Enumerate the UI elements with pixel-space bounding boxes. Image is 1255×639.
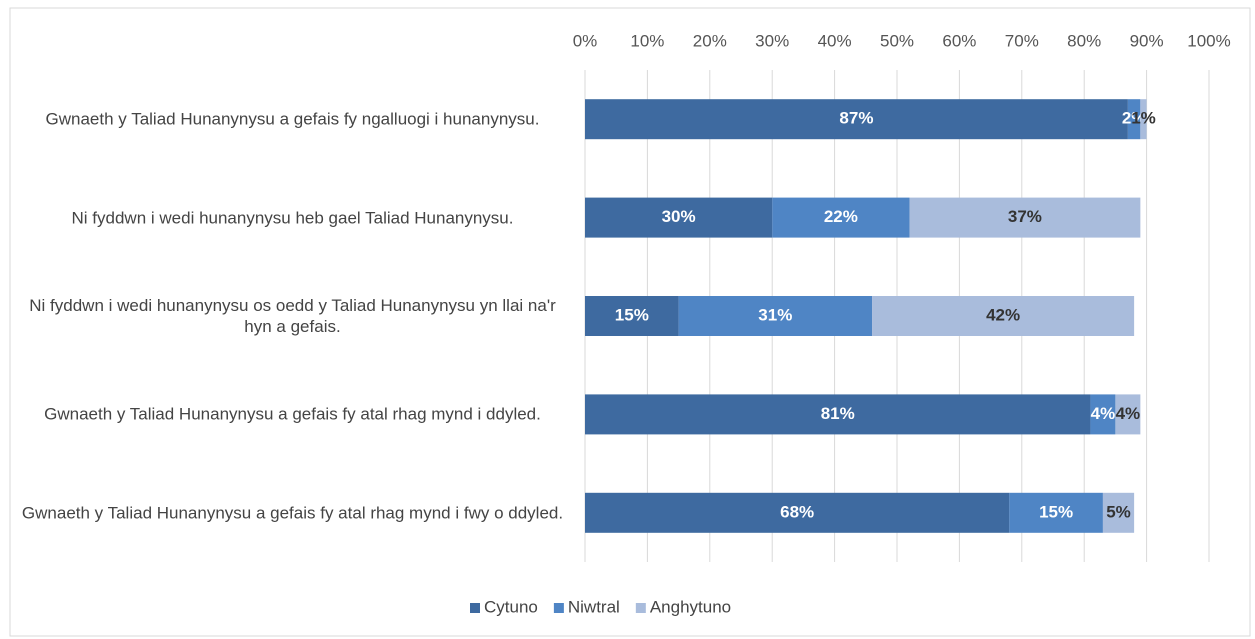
bar-segment: [872, 296, 1135, 336]
bar-segment: [1102, 492, 1135, 533]
value-label: 22%: [824, 207, 858, 226]
category-label: Gwnaeth y Taliad Hunanynysu a gefais fy …: [21, 503, 564, 523]
bar-segment: [585, 99, 1128, 140]
x-tick-label: 0%: [573, 31, 598, 50]
legend-label: Cytuno: [484, 597, 538, 616]
value-label: 30%: [662, 207, 696, 226]
value-label: 1%: [1131, 109, 1156, 128]
bar-segment: [585, 394, 1091, 435]
value-label: 2%: [1122, 109, 1147, 128]
x-tick-label: 70%: [1005, 31, 1039, 50]
legend-label: Niwtral: [568, 597, 620, 616]
value-label: 15%: [615, 305, 649, 324]
category-label: Ni fyddwn i wedi hunanynysu os oedd y Ta…: [29, 296, 556, 336]
value-label: 37%: [1008, 207, 1042, 226]
x-tick-label: 60%: [942, 31, 976, 50]
bar-segment: [1115, 394, 1141, 435]
bar-segment: [909, 197, 1141, 238]
bar-segment: [585, 492, 1010, 533]
bar-segment: [1009, 492, 1103, 533]
bar-segment: [1140, 99, 1147, 140]
x-tick-label: 50%: [880, 31, 914, 50]
legend-swatch: [635, 603, 646, 613]
legend-label: Anghytuno: [650, 597, 731, 616]
x-tick-label: 90%: [1130, 31, 1164, 50]
value-label: 4%: [1116, 404, 1141, 423]
value-label: 68%: [780, 502, 814, 521]
bar-segment: [678, 296, 873, 336]
value-label: 15%: [1039, 502, 1073, 521]
x-tick-label: 30%: [755, 31, 789, 50]
value-label: 87%: [839, 109, 873, 128]
category-label: Gwnaeth y Taliad Hunanynysu a gefais fy …: [44, 404, 541, 424]
bar-segment: [1127, 99, 1141, 140]
value-label: 81%: [821, 404, 855, 423]
value-label: 5%: [1106, 502, 1131, 521]
x-tick-label: 40%: [818, 31, 852, 50]
category-label: Gwnaeth y Taliad Hunanynysu a gefais fy …: [45, 109, 540, 129]
bar-segment: [585, 296, 679, 336]
x-tick-label: 100%: [1187, 31, 1230, 50]
bar-segment: [1090, 394, 1116, 435]
bar-segment: [585, 197, 773, 238]
value-label: 42%: [986, 305, 1020, 324]
legend-swatch: [553, 603, 564, 613]
category-label: Ni fyddwn i wedi hunanynysu heb gael Tal…: [71, 208, 514, 228]
value-label: 4%: [1091, 404, 1116, 423]
value-label: 31%: [758, 305, 792, 324]
legend-swatch: [470, 603, 480, 613]
x-tick-label: 20%: [693, 31, 727, 50]
chart-border: [9, 7, 1251, 637]
x-tick-label: 80%: [1067, 31, 1101, 50]
bar-segment: [772, 197, 910, 238]
x-tick-label: 10%: [630, 31, 664, 50]
